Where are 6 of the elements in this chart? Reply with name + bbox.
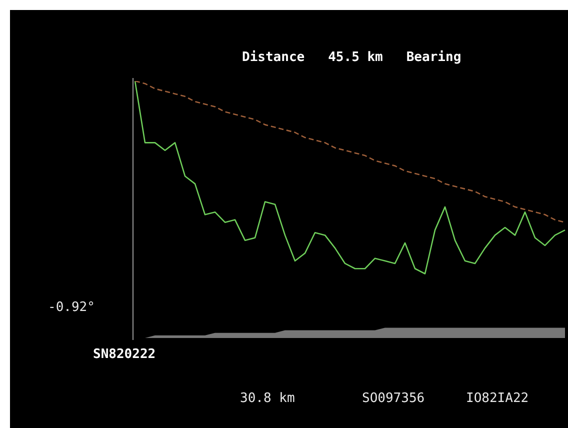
text: IO82IA22 <box>466 391 529 406</box>
text: SO097356 <box>362 391 425 406</box>
text: -0.92° <box>48 300 95 315</box>
text: SN820222 <box>93 347 156 362</box>
text: 30.8 km <box>240 391 295 406</box>
chart-title: Distance 45.5 km Bearing <box>242 50 462 65</box>
